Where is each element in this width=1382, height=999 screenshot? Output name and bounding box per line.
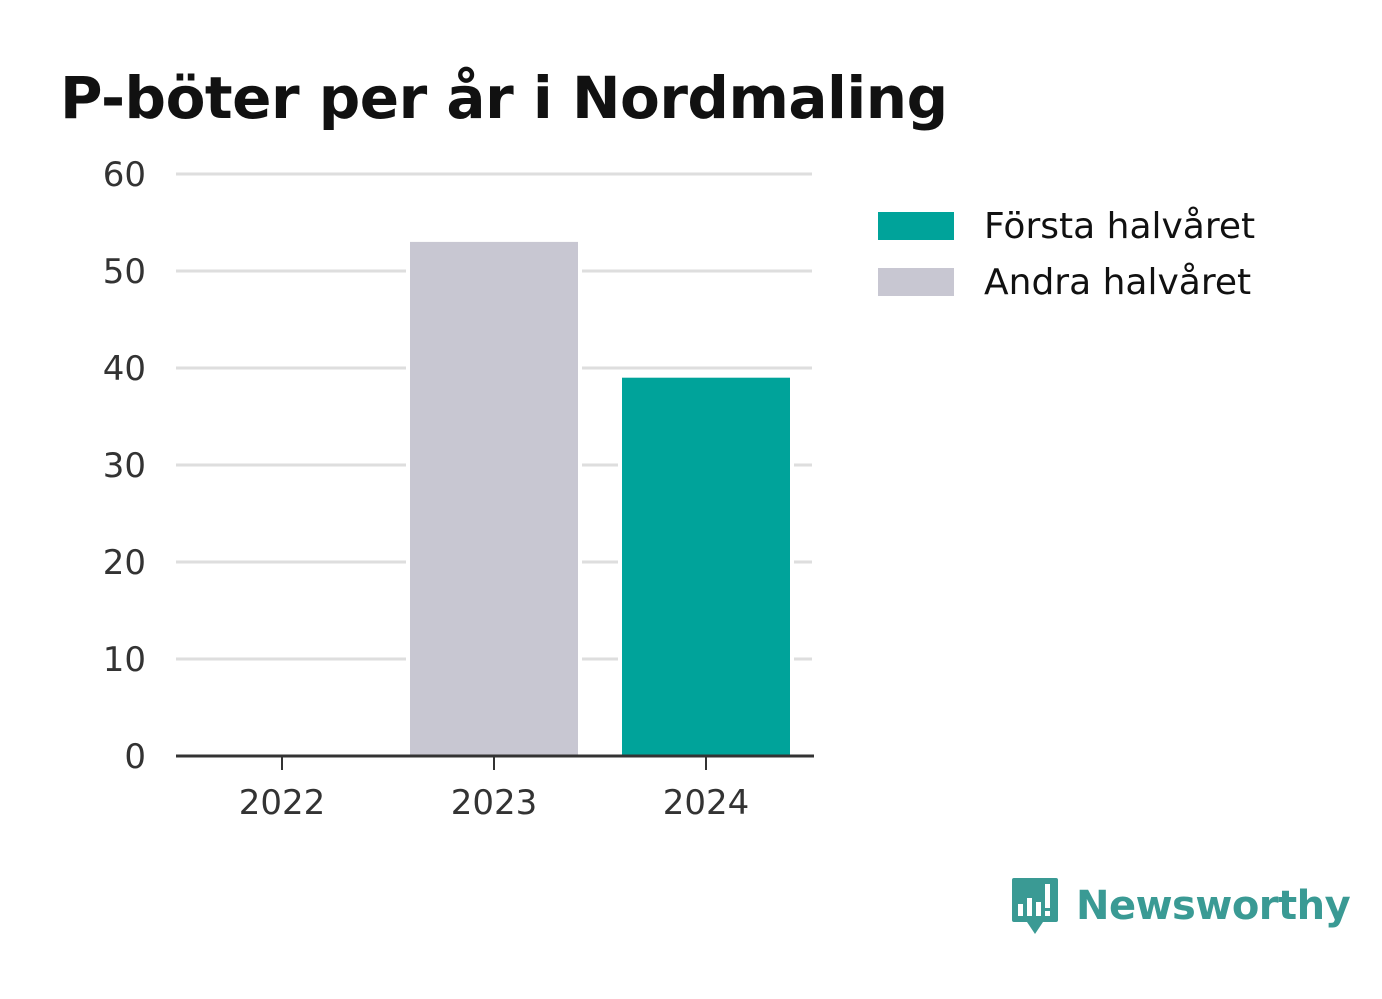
legend-item-andra: Andra halvåret bbox=[878, 254, 1255, 310]
bars bbox=[406, 241, 794, 756]
legend-label-forsta: Första halvåret bbox=[984, 205, 1256, 247]
brand-logo: Newsworthy bbox=[1010, 876, 1351, 936]
brand-name: Newsworthy bbox=[1076, 883, 1351, 929]
x-tick-label: 2024 bbox=[663, 783, 750, 823]
legend: Första halvåret Andra halvåret bbox=[878, 198, 1255, 310]
x-tick-label: 2022 bbox=[239, 783, 326, 823]
y-tick-label: 0 bbox=[124, 737, 146, 777]
bar-2023-andra bbox=[410, 241, 578, 756]
x-tick-label: 2023 bbox=[451, 783, 538, 823]
legend-item-forsta: Första halvåret bbox=[878, 198, 1255, 254]
y-tick-label: 60 bbox=[103, 155, 146, 195]
y-tick-label: 30 bbox=[103, 446, 146, 486]
newsworthy-logo-icon bbox=[1012, 878, 1058, 934]
legend-label-andra: Andra halvåret bbox=[984, 261, 1252, 303]
y-tick-label: 20 bbox=[103, 543, 146, 583]
legend-swatch-andra bbox=[878, 268, 954, 296]
y-tick-label: 40 bbox=[103, 349, 146, 389]
y-tick-label: 10 bbox=[103, 640, 146, 680]
bar-2024-forsta bbox=[622, 377, 790, 756]
axes: 0 10 20 30 40 50 60 2022 2023 2024 bbox=[103, 155, 814, 823]
y-tick-label: 50 bbox=[103, 252, 146, 292]
legend-swatch-forsta bbox=[878, 212, 954, 240]
chart-title: P-böter per år i Nordmaling bbox=[60, 64, 948, 132]
